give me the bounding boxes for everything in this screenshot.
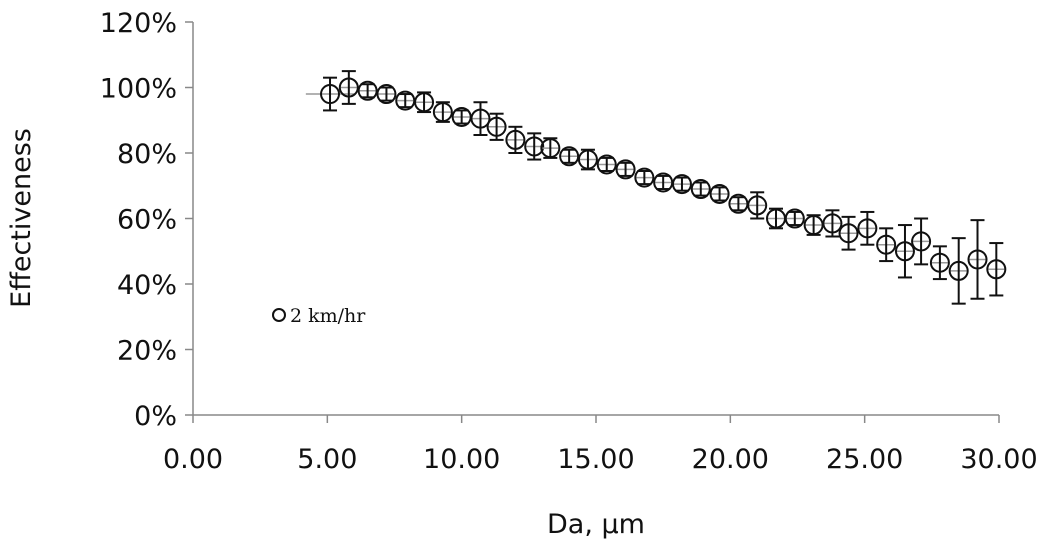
y-tick-label: 40% (117, 270, 177, 301)
data-point (803, 214, 824, 236)
tick-labels: 0% 20% 40% 60% 80% 100% 120% 0.00 5.00 10.00 15.00… (100, 8, 1038, 475)
x-tick-label: 20.00 (692, 444, 769, 475)
x-tick-label: 25.00 (826, 444, 903, 475)
data-point (540, 137, 561, 159)
legend-marker (272, 308, 286, 322)
data-point (634, 167, 655, 188)
point-marker (338, 77, 359, 98)
data-point (967, 219, 988, 300)
data-point (709, 183, 730, 204)
data-point (615, 159, 636, 180)
y-tick-label: 80% (117, 139, 177, 170)
data-point (929, 245, 950, 281)
point-marker (857, 218, 878, 239)
point-marker (948, 260, 969, 281)
data-point (728, 193, 749, 214)
x-tick-label: 30.00 (960, 444, 1037, 475)
data-point (766, 207, 787, 230)
data-point (894, 224, 915, 279)
point-marker (486, 116, 507, 137)
data-point (376, 84, 397, 105)
y-tick-label: 0% (134, 401, 177, 432)
data-point (747, 191, 768, 220)
point-marker (524, 136, 545, 157)
data-point (911, 217, 932, 266)
x-axis-title: Da, µm (547, 509, 645, 540)
data-point (690, 179, 711, 200)
point-marker (876, 234, 897, 255)
data-point (577, 148, 598, 171)
y-tick-label: 20% (117, 336, 177, 367)
data-point (822, 209, 843, 238)
point-marker (470, 108, 491, 129)
point-marker (838, 223, 859, 244)
data-point (451, 106, 472, 127)
data-point (671, 174, 692, 195)
point-marker (747, 195, 768, 216)
point-marker (967, 249, 988, 270)
point-marker (376, 84, 397, 105)
point-marker (577, 149, 598, 170)
data-point (784, 208, 805, 229)
point-marker (986, 259, 1007, 280)
point-marker (357, 80, 378, 101)
data-point (524, 132, 545, 161)
point-marker (709, 183, 730, 204)
data-point (505, 125, 526, 154)
point-marker (414, 92, 435, 113)
legend-label: 2 km/hr (290, 305, 366, 327)
point-marker (505, 129, 526, 150)
data-point (305, 76, 355, 112)
point-marker (911, 231, 932, 252)
data-point (653, 172, 674, 193)
axes (185, 21, 1000, 423)
point-marker (596, 154, 617, 175)
data-point (486, 112, 507, 141)
point-marker (615, 159, 636, 180)
data-point (338, 70, 359, 105)
point-marker (320, 84, 341, 105)
y-tick-label: 120% (100, 8, 177, 39)
data-point (596, 154, 617, 175)
y-axis-title: Effectiveness (6, 128, 37, 308)
point-marker (559, 146, 580, 167)
data-points (305, 70, 1007, 305)
y-tick-label: 60% (117, 205, 177, 236)
point-marker (822, 213, 843, 234)
data-point (470, 101, 491, 136)
data-point (838, 215, 859, 251)
x-tick-label: 10.00 (423, 444, 500, 475)
point-marker (929, 252, 950, 273)
y-tick-label: 100% (100, 74, 177, 105)
data-point (986, 242, 1007, 297)
legend: 2 km/hr (272, 305, 366, 327)
x-tick-label: 5.00 (297, 444, 357, 475)
x-tick-label: 0.00 (163, 444, 223, 475)
data-point (357, 80, 378, 101)
data-point (857, 210, 878, 246)
point-marker (671, 174, 692, 195)
data-point (395, 90, 416, 111)
x-tick-label: 15.00 (557, 444, 634, 475)
point-marker (634, 167, 655, 188)
data-point (432, 101, 453, 123)
data-point (559, 146, 580, 167)
data-point (948, 237, 969, 305)
data-point (876, 227, 897, 263)
point-marker (784, 208, 805, 229)
point-marker (894, 241, 915, 262)
data-point (414, 91, 435, 114)
point-marker (690, 179, 711, 200)
point-marker (432, 102, 453, 123)
point-marker (540, 138, 561, 159)
